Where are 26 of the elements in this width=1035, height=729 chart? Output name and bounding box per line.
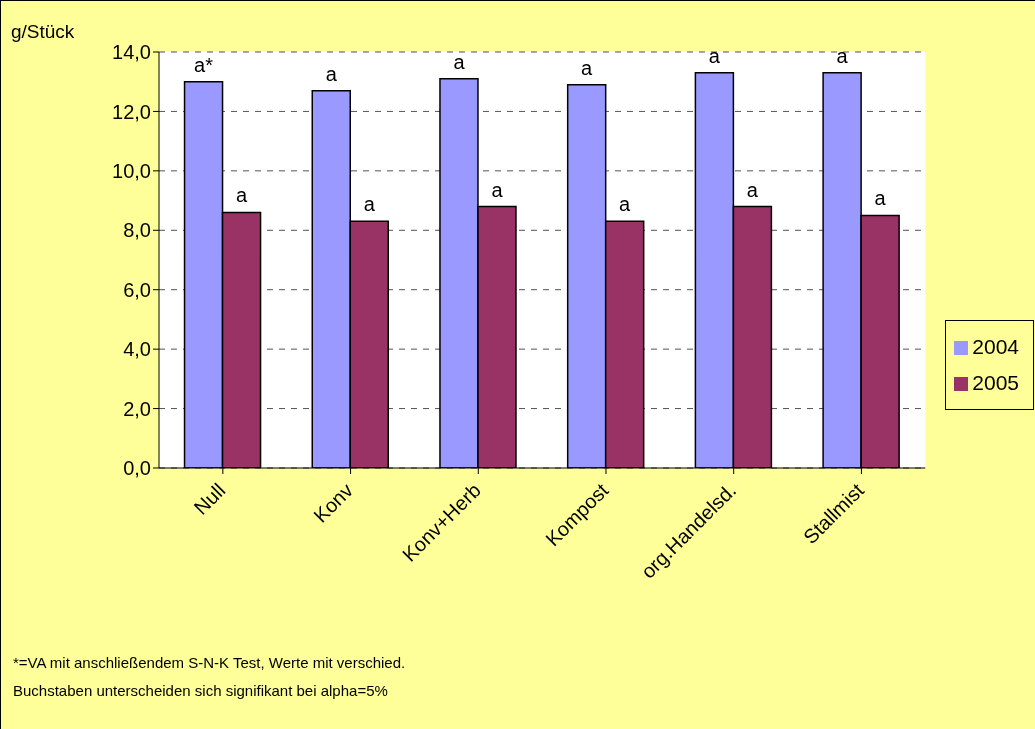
y-tick-label: 8,0 <box>123 219 151 242</box>
data-label: a <box>874 187 887 210</box>
data-label: a* <box>194 53 214 76</box>
y-tick-label: 12,0 <box>112 100 151 123</box>
data-label: a <box>325 62 338 85</box>
text: Buchstaben unterscheiden sich signifikant bei alpha=5% <box>13 682 388 699</box>
y-tick-label: 0,0 <box>123 457 151 480</box>
data-label: a <box>453 50 466 73</box>
legend-label: 2004 <box>972 334 1019 358</box>
y-tick-label: 14,0 <box>112 41 151 64</box>
data-label: a <box>491 178 504 201</box>
data-label: a <box>363 193 376 216</box>
y-tick-label: 6,0 <box>123 278 151 301</box>
data-label: a <box>836 44 849 67</box>
text: *=VA mit anschließendem S-N-K Test, Werte mit verschied. <box>13 654 406 671</box>
data-label: a <box>746 178 759 201</box>
data-label: a <box>235 184 248 207</box>
y-axis-title: g/Stück <box>11 21 75 43</box>
data-label: a <box>708 44 721 67</box>
legend-label: 2005 <box>972 370 1019 394</box>
data-label: a <box>619 193 632 216</box>
y-tick-label: 10,0 <box>112 159 151 182</box>
y-tick-label: 4,0 <box>123 338 151 361</box>
data-label: a <box>581 56 594 79</box>
y-tick-label: 2,0 <box>123 397 151 420</box>
x-tick-label: Null <box>189 479 230 519</box>
